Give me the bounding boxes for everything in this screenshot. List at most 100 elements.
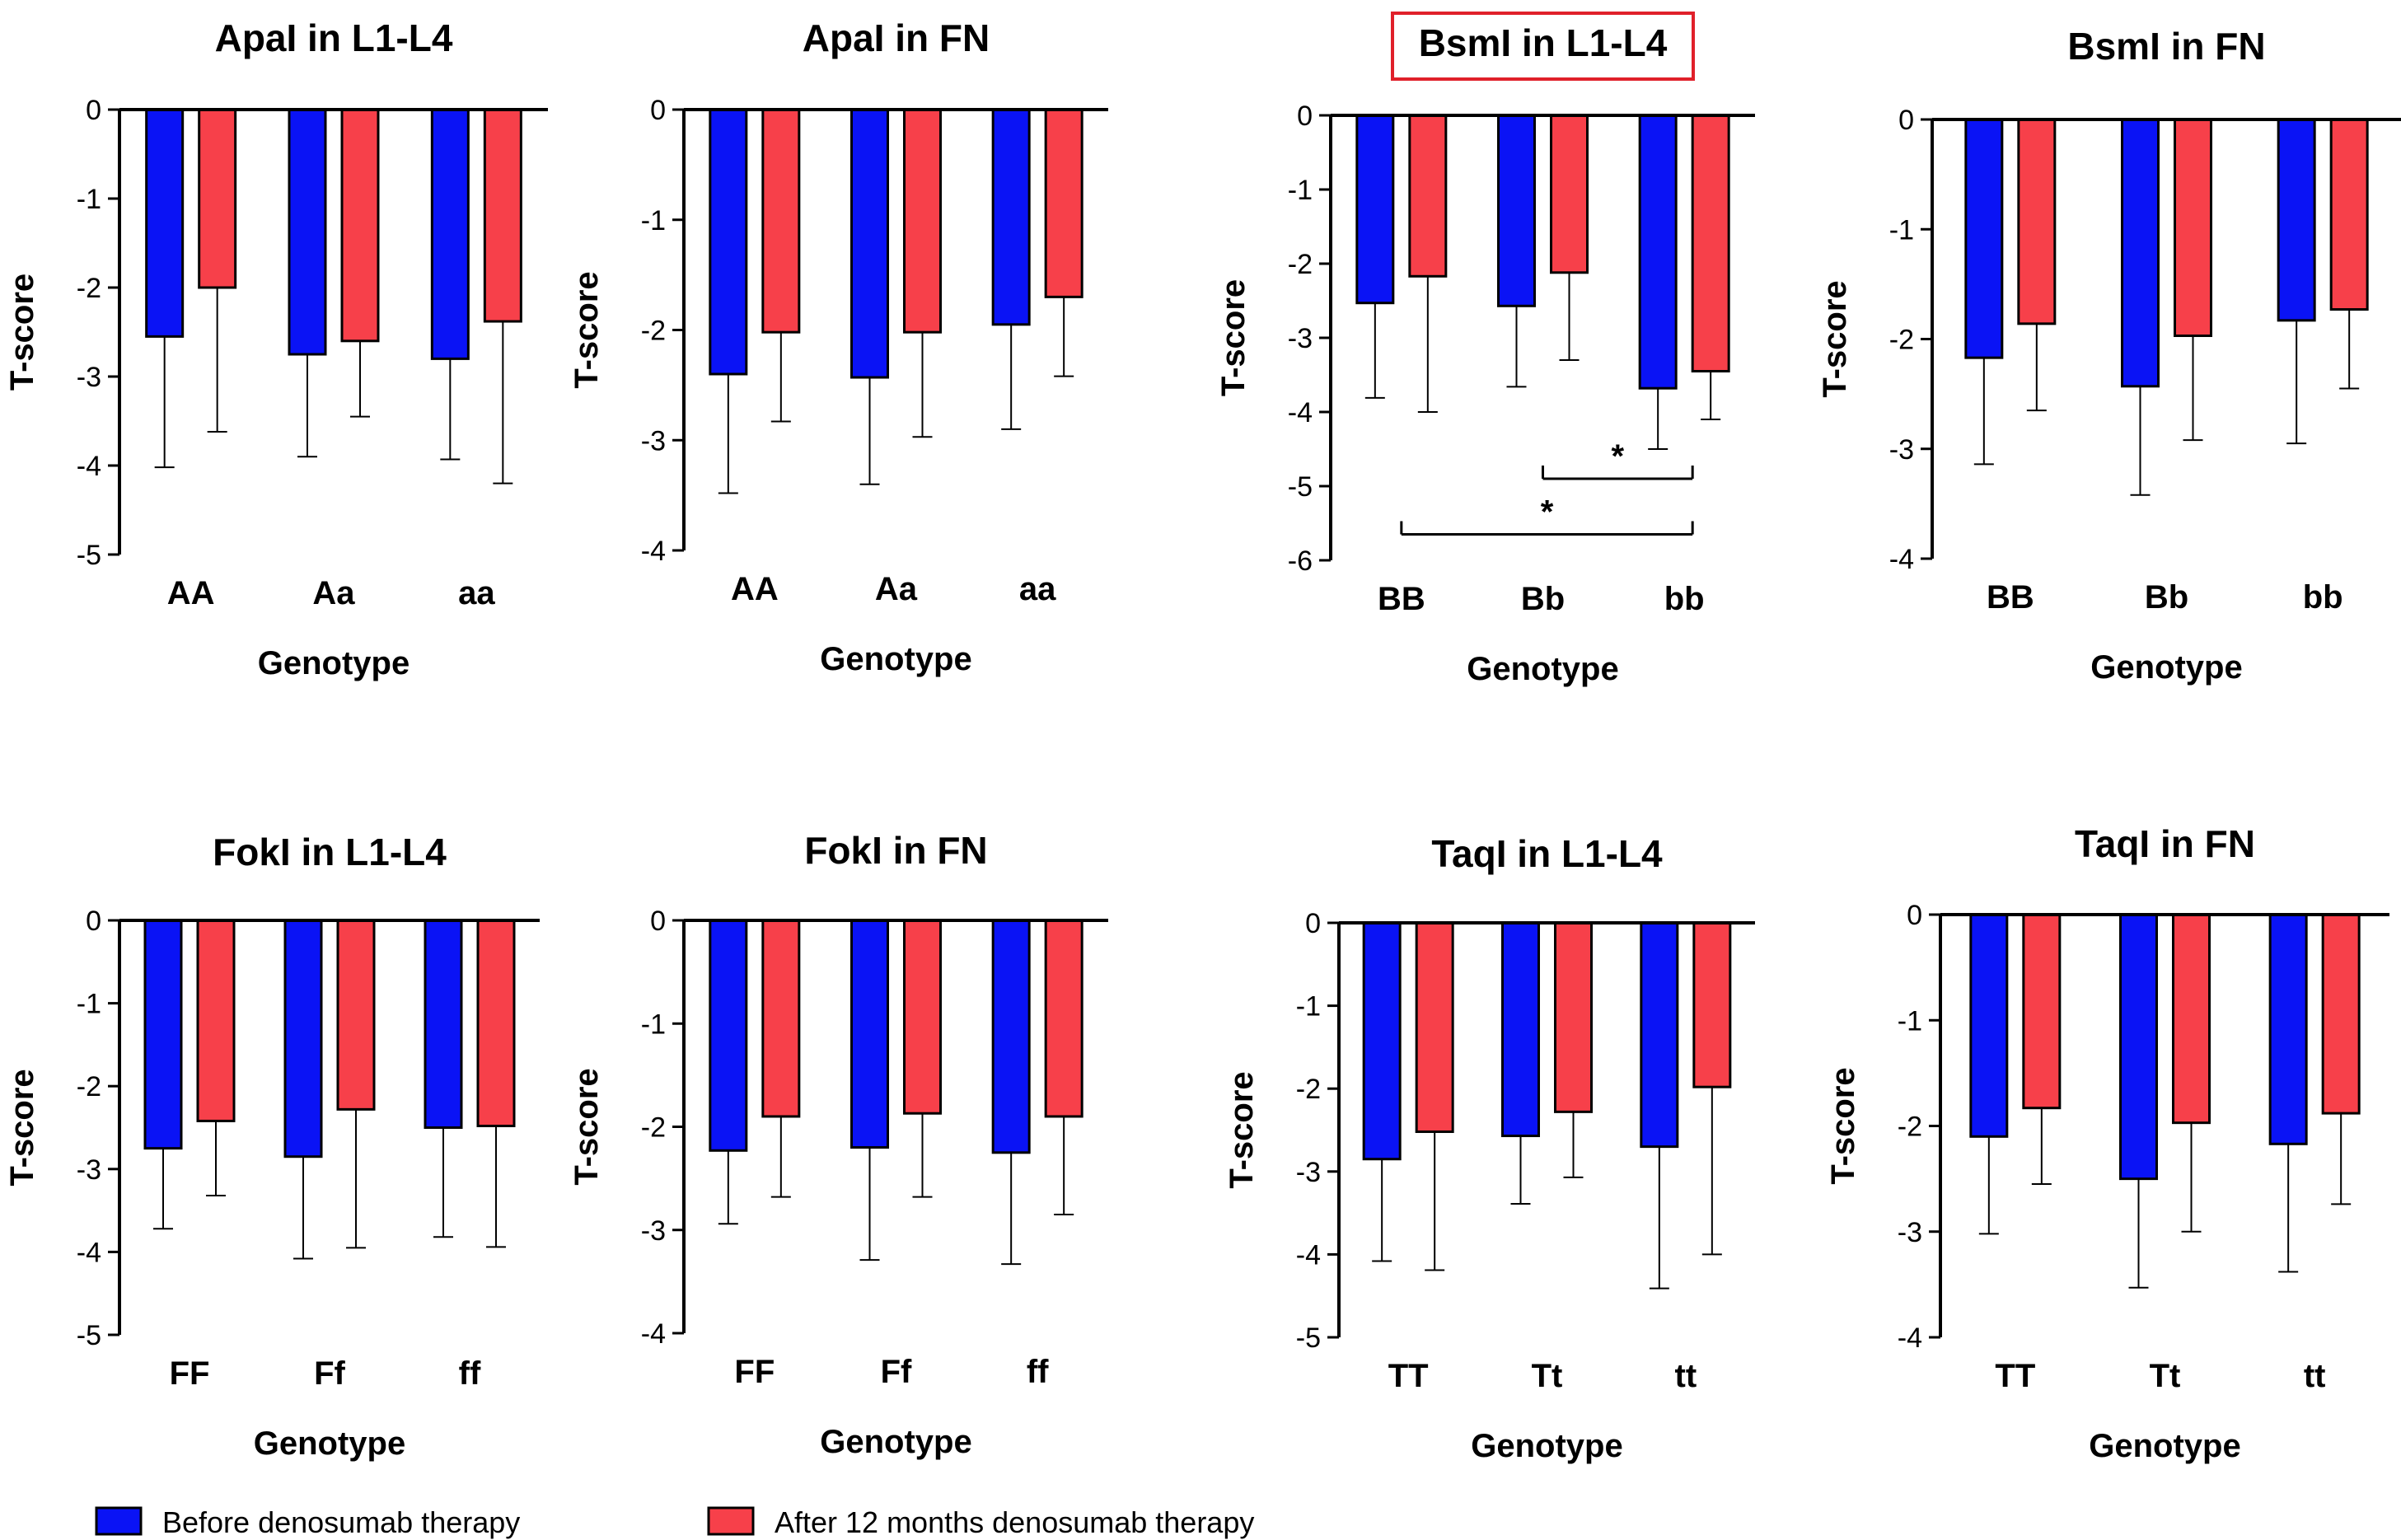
bar-after — [2017, 118, 2057, 325]
bar-before — [1501, 921, 1540, 1138]
x-axis-label: Genotype — [2090, 649, 2242, 686]
chart-title: ApaI in FN — [803, 16, 990, 59]
legend-swatch — [707, 1506, 755, 1536]
bar-after — [2174, 118, 2212, 338]
chart-panel: BsmI in FN BB Bb bb 0 -1 -2 -3 -4 T-score Genotype — [1817, 25, 2401, 686]
bar-after — [1692, 921, 1732, 1088]
category-label: Bb — [2145, 579, 2188, 616]
y-tick-label: 0 — [1297, 101, 1313, 132]
y-axis-label: T-score — [1215, 279, 1252, 396]
y-tick-label: -2 — [1296, 1074, 1321, 1105]
bar-before — [850, 108, 889, 379]
legend-swatch — [95, 1506, 143, 1536]
bar-after — [1044, 108, 1083, 298]
x-axis-label: Genotype — [258, 645, 410, 681]
y-tick-label: -4 — [77, 1237, 101, 1268]
y-tick-label: -1 — [641, 205, 666, 236]
bar-after — [2329, 118, 2369, 311]
bar-after — [1554, 921, 1593, 1113]
y-axis-label: T-score — [1817, 280, 1853, 397]
y-tick-label: -2 — [1889, 325, 1914, 356]
bar-after — [1550, 114, 1589, 274]
category-label: aa — [1019, 571, 1056, 607]
chart-panel: FokI in FN FF Ff ff 0 -1 -2 -3 -4 T-score Genotype — [569, 829, 1108, 1460]
y-tick-label: -1 — [1288, 175, 1313, 206]
bar-before — [1969, 913, 2009, 1138]
y-tick-label: -5 — [1288, 471, 1313, 503]
y-tick-label: -6 — [1288, 545, 1313, 577]
significance-star: * — [1541, 494, 1554, 531]
y-tick-label: -3 — [77, 1154, 101, 1186]
legend: Before denosumab therapy After 12 months … — [95, 1505, 1254, 1539]
y-tick-label: -2 — [1288, 249, 1313, 280]
x-axis-label: Genotype — [2089, 1428, 2240, 1464]
bar-before — [1964, 118, 2004, 359]
y-tick-label: -3 — [1889, 434, 1914, 466]
significance-star: * — [1612, 438, 1625, 475]
legend-label: Before denosumab therapy — [162, 1505, 520, 1539]
category-label: BB — [1378, 581, 1425, 617]
bar-before — [991, 919, 1031, 1154]
bar-before — [2121, 118, 2160, 388]
bar-before — [850, 919, 889, 1149]
y-tick-label: -1 — [1898, 1005, 1922, 1037]
y-tick-label: -3 — [1288, 323, 1313, 354]
significance-bracket: * — [1400, 494, 1694, 536]
bar-after — [483, 108, 522, 323]
bar-before — [1638, 114, 1678, 390]
bar-after — [198, 108, 237, 289]
chart-title: BsmI in L1-L4 — [1419, 21, 1668, 64]
y-tick-label: -3 — [1296, 1157, 1321, 1188]
chart-panel: FokI in L1-L4 FF Ff ff 0 -1 -2 -3 -4 -5 T-score Gen… — [4, 831, 540, 1462]
category-label: FF — [734, 1354, 775, 1390]
category-label: Aa — [875, 571, 918, 607]
y-tick-label: -4 — [641, 1318, 666, 1350]
x-axis-label: Genotype — [1471, 1428, 1622, 1464]
bar-after — [761, 919, 801, 1118]
category-label: AA — [731, 571, 779, 607]
category-label: FF — [170, 1355, 210, 1392]
chart-panel: ApaI in FN AA Aa aa 0 -1 -2 -3 -4 T-score Genotype — [569, 16, 1108, 677]
bar-before — [1640, 921, 1679, 1149]
chart-title: FokI in L1-L4 — [213, 831, 447, 873]
bar-before — [709, 919, 748, 1152]
category-label: AA — [167, 575, 215, 611]
bar-before — [145, 108, 185, 338]
chart-title: FokI in FN — [804, 829, 987, 872]
category-label: bb — [2303, 579, 2343, 616]
chart-panel: TaqI in FN TT Tt tt 0 -1 -2 -3 -4 T-score Genotype — [1825, 822, 2389, 1464]
y-tick-label: -4 — [77, 451, 101, 482]
y-tick-label: -2 — [641, 316, 666, 347]
y-axis-label: T-score — [569, 1068, 605, 1185]
category-label: ff — [459, 1355, 481, 1392]
bar-after — [1691, 114, 1730, 372]
significance-bracket: * — [1542, 438, 1694, 480]
bar-before — [1355, 114, 1395, 305]
chart-title: TaqI in FN — [2075, 822, 2255, 865]
legend-item-after: After 12 months denosumab therapy — [707, 1505, 1254, 1539]
y-tick-label: -4 — [1296, 1239, 1321, 1271]
y-tick-label: -4 — [641, 536, 666, 567]
bar-before — [430, 108, 470, 360]
y-tick-label: -5 — [77, 1320, 101, 1351]
y-tick-label: -3 — [1898, 1217, 1922, 1248]
y-axis-label: T-score — [4, 1069, 40, 1186]
category-label: tt — [2304, 1358, 2326, 1394]
legend-label: After 12 months denosumab therapy — [775, 1505, 1254, 1539]
bar-before — [424, 919, 463, 1129]
y-tick-label: -1 — [77, 989, 101, 1020]
category-label: Tt — [1532, 1358, 1563, 1394]
bar-before — [709, 108, 748, 376]
category-label: tt — [1675, 1358, 1697, 1394]
category-label: Aa — [312, 575, 355, 611]
chart-panel: BsmI in L1-L4 BB Bb bb 0 -1 -2 -3 -4 -5 -6 T-score G… — [1215, 12, 1755, 687]
x-axis-label: Genotype — [820, 1424, 971, 1460]
y-tick-label: 0 — [650, 95, 666, 126]
y-tick-label: -2 — [77, 1071, 101, 1102]
y-tick-label: -1 — [1296, 991, 1321, 1023]
category-label: Ff — [881, 1354, 912, 1390]
bar-before — [143, 919, 183, 1150]
title-highlight-box — [1391, 12, 1695, 81]
bar-after — [903, 919, 942, 1115]
